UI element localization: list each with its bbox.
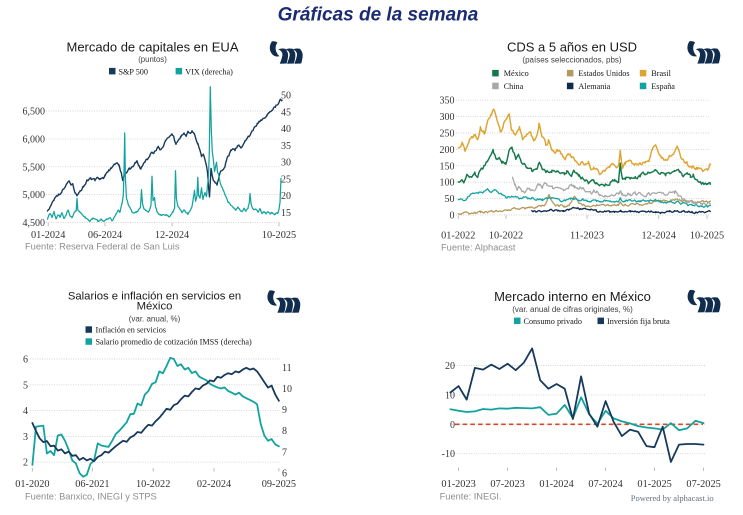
- svg-text:6: 6: [23, 355, 28, 366]
- svg-text:06-2021: 06-2021: [75, 479, 109, 490]
- svg-text:Fuente: Alphacast: Fuente: Alphacast: [441, 243, 516, 253]
- svg-text:0: 0: [450, 420, 455, 431]
- svg-text:Inflación en servicios: Inflación en servicios: [96, 326, 166, 335]
- svg-text:01-2024: 01-2024: [31, 230, 65, 241]
- svg-text:15: 15: [281, 208, 291, 219]
- svg-text:Inversión fija bruta: Inversión fija bruta: [607, 317, 670, 326]
- svg-text:01-2020: 01-2020: [15, 479, 49, 490]
- svg-text:11-2023: 11-2023: [570, 231, 604, 242]
- svg-text:7: 7: [282, 447, 287, 458]
- svg-text:Brasil: Brasil: [651, 69, 671, 78]
- svg-text:Mercado interno en México: Mercado interno en México: [494, 289, 651, 304]
- svg-text:150: 150: [440, 161, 455, 172]
- svg-text:Alemania: Alemania: [578, 82, 610, 91]
- svg-text:10: 10: [445, 390, 455, 401]
- svg-text:9: 9: [282, 405, 287, 416]
- svg-text:50: 50: [281, 91, 291, 102]
- svg-text:4,500: 4,500: [23, 218, 46, 229]
- svg-text:5,000: 5,000: [23, 190, 46, 201]
- svg-text:350: 350: [440, 96, 455, 107]
- svg-text:5: 5: [23, 380, 28, 391]
- svg-text:12-2024: 12-2024: [642, 231, 676, 242]
- svg-text:10-2022: 10-2022: [136, 479, 170, 490]
- svg-text:6,500: 6,500: [23, 107, 46, 118]
- svg-text:3: 3: [23, 432, 28, 443]
- svg-text:250: 250: [440, 129, 455, 140]
- svg-text:6,000: 6,000: [23, 134, 46, 145]
- svg-text:Estados Unidos: Estados Unidos: [578, 69, 629, 78]
- svg-text:Fuente: Reserva Federal de San: Fuente: Reserva Federal de San Luis: [25, 242, 180, 252]
- svg-text:20: 20: [281, 191, 291, 202]
- svg-text:2: 2: [23, 458, 28, 469]
- svg-text:10-2025: 10-2025: [262, 230, 296, 241]
- svg-text:China: China: [504, 82, 524, 91]
- svg-text:4: 4: [23, 406, 28, 417]
- svg-text:0: 0: [450, 211, 455, 222]
- svg-text:35: 35: [281, 141, 291, 152]
- svg-text:México: México: [504, 69, 529, 78]
- svg-text:Fuente: Banxico, INEGI y STPS: Fuente: Banxico, INEGI y STPS: [25, 492, 157, 502]
- svg-text:(var. anual de cifras original: (var. anual de cifras originales, %): [512, 305, 633, 314]
- svg-text:12-2024: 12-2024: [155, 230, 189, 241]
- svg-text:300: 300: [440, 112, 455, 123]
- svg-text:México: México: [137, 300, 173, 312]
- svg-text:25: 25: [281, 174, 291, 185]
- svg-text:Fuente: INEGI.: Fuente: INEGI.: [440, 492, 502, 502]
- svg-text:Mercado de capitales en EUA: Mercado de capitales en EUA: [67, 40, 239, 55]
- svg-text:-10: -10: [442, 449, 455, 460]
- svg-text:100: 100: [440, 178, 455, 189]
- svg-text:07-2023: 07-2023: [490, 479, 524, 490]
- svg-text:02-2024: 02-2024: [197, 479, 231, 490]
- svg-text:11: 11: [282, 363, 292, 374]
- svg-text:01-2022: 01-2022: [441, 231, 475, 242]
- svg-text:06-2024: 06-2024: [88, 230, 122, 241]
- svg-text:S&P 500: S&P 500: [119, 67, 149, 76]
- svg-text:200: 200: [440, 145, 455, 156]
- svg-text:(puntos): (puntos): [138, 55, 167, 64]
- svg-text:10-2022: 10-2022: [489, 231, 523, 242]
- svg-text:Gráficas de la semana: Gráficas de la semana: [278, 4, 479, 25]
- svg-text:40: 40: [281, 124, 291, 135]
- svg-text:VIX (derecha): VIX (derecha): [185, 67, 233, 76]
- svg-text:Salarios e inflación en servic: Salarios e inflación en servicios en: [68, 291, 241, 303]
- svg-text:Consumo privado: Consumo privado: [524, 317, 582, 326]
- svg-text:Powered by alphacast.io: Powered by alphacast.io: [631, 493, 714, 503]
- svg-text:07-2025: 07-2025: [686, 479, 720, 490]
- svg-text:50: 50: [445, 194, 455, 205]
- svg-text:8: 8: [282, 426, 287, 437]
- svg-text:España: España: [651, 82, 675, 91]
- svg-text:01-2023: 01-2023: [441, 479, 475, 490]
- svg-text:CDS a 5 años en USD: CDS a 5 años en USD: [507, 40, 637, 55]
- svg-text:01-2025: 01-2025: [637, 479, 671, 490]
- svg-text:5,500: 5,500: [23, 162, 46, 173]
- svg-text:01-2024: 01-2024: [539, 479, 573, 490]
- svg-text:09-2025: 09-2025: [262, 479, 296, 490]
- svg-text:(países seleccionados, pbs): (países seleccionados, pbs): [522, 56, 622, 65]
- svg-text:20: 20: [445, 361, 455, 372]
- svg-text:45: 45: [281, 107, 291, 118]
- svg-text:07-2024: 07-2024: [588, 479, 622, 490]
- svg-text:30: 30: [281, 158, 291, 169]
- svg-text:6: 6: [282, 468, 287, 479]
- svg-text:10-2025: 10-2025: [690, 231, 724, 242]
- svg-text:(var. anual, %): (var. anual, %): [129, 315, 181, 324]
- svg-text:Salario promedio de cotización: Salario promedio de cotización IMSS (der…: [96, 338, 252, 347]
- svg-text:10: 10: [282, 384, 292, 395]
